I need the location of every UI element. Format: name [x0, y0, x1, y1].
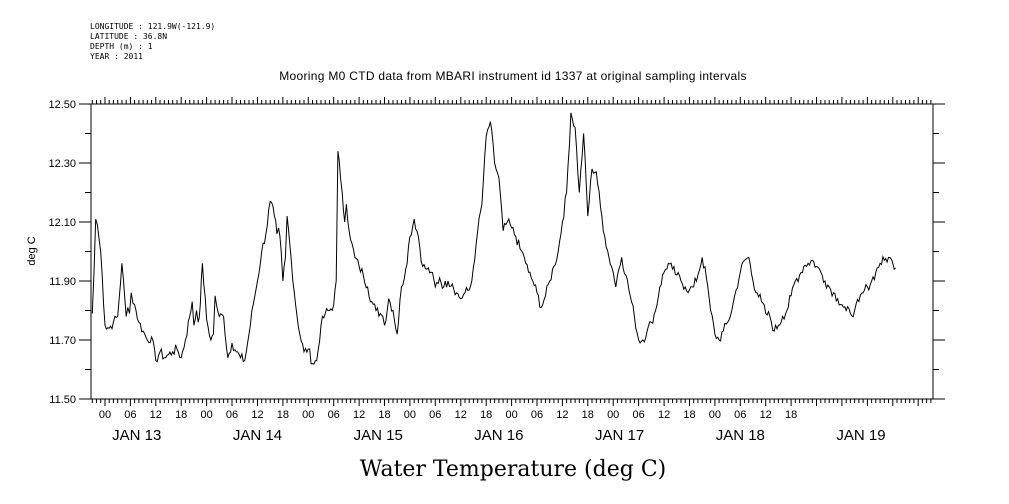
- x-hour-label: 18: [582, 409, 594, 421]
- y-tick-label: 12.30: [48, 158, 76, 170]
- y-tick-labels: 11.50 11.70 11.90 12.10 12.30 12.50: [48, 99, 76, 406]
- x-hour-label: 00: [505, 409, 517, 421]
- x-day-label: JAN 15: [354, 427, 403, 444]
- x-day-label: JAN 13: [112, 427, 161, 444]
- y-tick-label: 11.90: [49, 276, 76, 288]
- metadata-depth: DEPTH (m) : 1: [90, 42, 153, 51]
- metadata-year: YEAR : 2011: [90, 52, 143, 61]
- x-hour-label: 18: [378, 409, 390, 421]
- x-hour-label: 00: [607, 409, 619, 421]
- metadata-longitude: LONGITUDE : 121.9W(-121.9): [90, 22, 216, 31]
- x-hour-label: 06: [531, 409, 543, 421]
- metadata-latitude: LATITUDE : 36.8N: [90, 32, 168, 41]
- x-hour-label: 06: [429, 409, 441, 421]
- x-hour-label: 12: [455, 409, 467, 421]
- y-tick-label: 11.70: [49, 335, 76, 347]
- metadata-block: LONGITUDE : 121.9W(-121.9) LATITUDE : 36…: [90, 22, 215, 62]
- x-hour-label: 18: [175, 409, 187, 421]
- x-hour-label: 00: [404, 409, 416, 421]
- x-hour-label: 00: [200, 409, 212, 421]
- x-hour-label: 18: [683, 409, 695, 421]
- x-hour-label: 12: [556, 409, 568, 421]
- x-day-label: JAN 14: [233, 427, 282, 444]
- x-day-label: JAN 18: [716, 427, 765, 444]
- x-hour-label: 00: [302, 409, 314, 421]
- x-hour-labels: 00 06 12 18 00 06 12 18 00 06 12 18 00 06 12 18 00 06 12 18…: [99, 409, 797, 421]
- x-hour-label: 12: [150, 409, 162, 421]
- y-tick-label: 11.50: [49, 394, 76, 406]
- x-hour-label: 18: [480, 409, 492, 421]
- x-hour-label: 06: [632, 409, 644, 421]
- x-day-label: JAN 16: [474, 427, 523, 444]
- x-axis-label: Water Temperature (deg C): [360, 457, 667, 482]
- x-hour-label: 18: [785, 409, 797, 421]
- x-hour-label: 06: [124, 409, 136, 421]
- series-line: [91, 112, 896, 365]
- x-hour-label: 12: [760, 409, 772, 421]
- x-hour-label: 12: [353, 409, 365, 421]
- chart-title: Mooring M0 CTD data from MBARI instrumen…: [279, 69, 747, 83]
- x-hour-label: 18: [277, 409, 289, 421]
- y-tick-label: 12.50: [48, 99, 76, 111]
- x-hour-label: 06: [328, 409, 340, 421]
- y-axis-label: deg C: [26, 236, 38, 265]
- x-day-label: JAN 17: [595, 427, 644, 444]
- tick-marks: [79, 97, 945, 406]
- x-day-labels: JAN 13 JAN 14 JAN 15 JAN 16 JAN 17 JAN 18 JAN …: [112, 427, 886, 444]
- x-hour-label: 00: [709, 409, 721, 421]
- y-tick-label: 12.10: [48, 217, 76, 229]
- x-hour-label: 06: [734, 409, 746, 421]
- x-hour-label: 00: [99, 409, 111, 421]
- x-hour-label: 12: [658, 409, 670, 421]
- x-day-label: JAN 19: [836, 427, 885, 444]
- x-hour-label: 12: [251, 409, 263, 421]
- x-hour-label: 06: [226, 409, 238, 421]
- plot-frame: [90, 103, 934, 400]
